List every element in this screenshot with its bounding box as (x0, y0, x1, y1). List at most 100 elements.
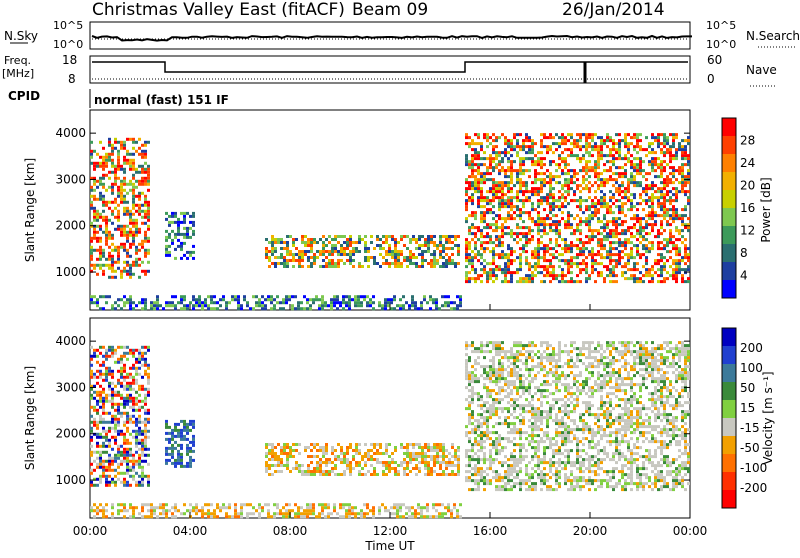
cell-power-3-2723 (660, 205, 663, 208)
cell-power-2-849 (418, 235, 421, 238)
cell-velocity-0-200 (111, 457, 114, 460)
cell-power-3-1946 (573, 232, 576, 235)
cell-power-4-3209 (339, 301, 342, 304)
cell-power-2-715 (346, 241, 349, 244)
cell-power-2-837 (409, 262, 412, 265)
cell-velocity-2-692 (295, 467, 298, 470)
cell-velocity-1-616 (192, 423, 195, 426)
cell-power-3-2449 (630, 154, 633, 157)
cell-power-3-1319 (504, 181, 507, 184)
cell-velocity-2-807 (355, 452, 358, 455)
cell-power-0-201 (117, 141, 120, 144)
cell-power-3-2197 (600, 274, 603, 277)
cell-power-3-1891 (567, 211, 570, 214)
cell-power-3-1581 (531, 274, 534, 277)
cell-power-2-922 (448, 256, 451, 259)
cell-power-4-3304 (447, 304, 450, 307)
cell-power-3-2318 (615, 178, 618, 181)
cell-velocity-3-1408 (504, 446, 507, 449)
cell-power-2-710 (343, 247, 346, 250)
cell-power-4-3005 (99, 307, 102, 310)
cell-power-0-411 (141, 210, 144, 213)
cell-power-3-2611 (648, 187, 651, 190)
cell-power-3-2233 (606, 202, 609, 205)
cell-power-3-1345 (507, 169, 510, 172)
cell-power-3-1026 (471, 262, 474, 265)
cell-power-4-3092 (207, 295, 210, 298)
cell-velocity-2-976 (436, 455, 439, 458)
cell-power-3-1069 (477, 178, 480, 181)
cell-velocity-2-683 (289, 470, 292, 473)
cell-power-3-2694 (657, 214, 660, 217)
cell-power-4-3070 (183, 304, 186, 307)
cell-velocity-3-1589 (522, 455, 525, 458)
cell-power-3-2938 (681, 277, 684, 280)
cell-power-3-2370 (621, 157, 624, 160)
cell-power-3-1805 (558, 175, 561, 178)
cell-velocity-3-1301 (492, 461, 495, 464)
cell-power-3-1089 (480, 157, 483, 160)
cell-power-2-593 (286, 253, 289, 256)
cell-power-4-3029 (132, 301, 135, 304)
cell-velocity-3-1070 (468, 422, 471, 425)
cell-power-3-1571 (531, 217, 534, 220)
cell-power-0-321 (129, 264, 132, 267)
cell-velocity-0-454 (141, 364, 144, 367)
cell-power-4-3037 (144, 301, 147, 304)
cell-power-3-1903 (567, 268, 570, 271)
cell-power-3-1611 (537, 172, 540, 175)
cell-velocity-3-1340 (498, 353, 501, 356)
cell-power-3-1273 (498, 235, 501, 238)
cell-velocity-3-1308 (495, 353, 498, 356)
cell-power-3-1536 (528, 157, 531, 160)
cell-power-3-2891 (678, 148, 681, 151)
cell-velocity-1-556 (174, 423, 177, 426)
cell-power-3-1362 (507, 253, 510, 256)
cell-power-3-2854 (672, 271, 675, 274)
cell-power-0-372 (135, 246, 138, 249)
cell-power-3-2533 (639, 145, 642, 148)
cell-power-0-329 (132, 153, 135, 156)
cell-power-4-3052 (162, 307, 165, 310)
cell-velocity-3-1373 (501, 362, 504, 365)
cell-power-3-2071 (588, 205, 591, 208)
cell-velocity-3-1537 (519, 344, 522, 347)
cell-power-4-3144 (267, 298, 270, 301)
cell-velocity-0-456 (141, 385, 144, 388)
cell-power-3-1048 (474, 232, 477, 235)
cell-power-0-273 (123, 246, 126, 249)
cell-power-0-30 (93, 189, 96, 192)
cell-power-4-3175 (303, 307, 306, 310)
cell-power-3-2740 (663, 133, 666, 136)
cell-power-0-417 (141, 261, 144, 264)
cell-power-3-2271 (609, 247, 612, 250)
cell-power-3-1191 (489, 271, 492, 274)
cell-velocity-2-790 (346, 461, 349, 464)
cell-velocity-1-604 (186, 465, 189, 468)
cell-power-2-666 (322, 265, 325, 268)
cell-velocity-0-30 (93, 376, 96, 379)
cell-velocity-3-1303 (492, 476, 495, 479)
cell-velocity-2-840 (373, 452, 376, 455)
cell-power-4-3204 (333, 304, 336, 307)
cell-velocity-2-934 (421, 449, 424, 452)
cell-power-3-2902 (678, 247, 681, 250)
cell-velocity-1-536 (165, 453, 168, 456)
cell-velocity-3-1186 (480, 449, 483, 452)
cell-power-2-933 (454, 244, 457, 247)
cell-power-3-1039 (474, 178, 477, 181)
cell-power-4-3030 (132, 307, 135, 310)
cell-velocity-3-1359 (498, 440, 501, 443)
cell-power-3-1363 (507, 256, 510, 259)
cell-power-3-2086 (591, 133, 594, 136)
cell-velocity-2-860 (385, 443, 388, 446)
cell-power-3-1136 (483, 247, 486, 250)
cell-power-3-1989 (579, 205, 582, 208)
cell-power-3-1676 (543, 196, 546, 199)
nsearch-tick-bottom: 10^0 (706, 38, 736, 51)
cell-velocity-2-920 (415, 452, 418, 455)
cell-velocity-3-1390 (501, 476, 504, 479)
cell-power-2-892 (436, 247, 439, 250)
cell-velocity-3-1394 (504, 350, 507, 353)
cell-power-3-1318 (504, 175, 507, 178)
